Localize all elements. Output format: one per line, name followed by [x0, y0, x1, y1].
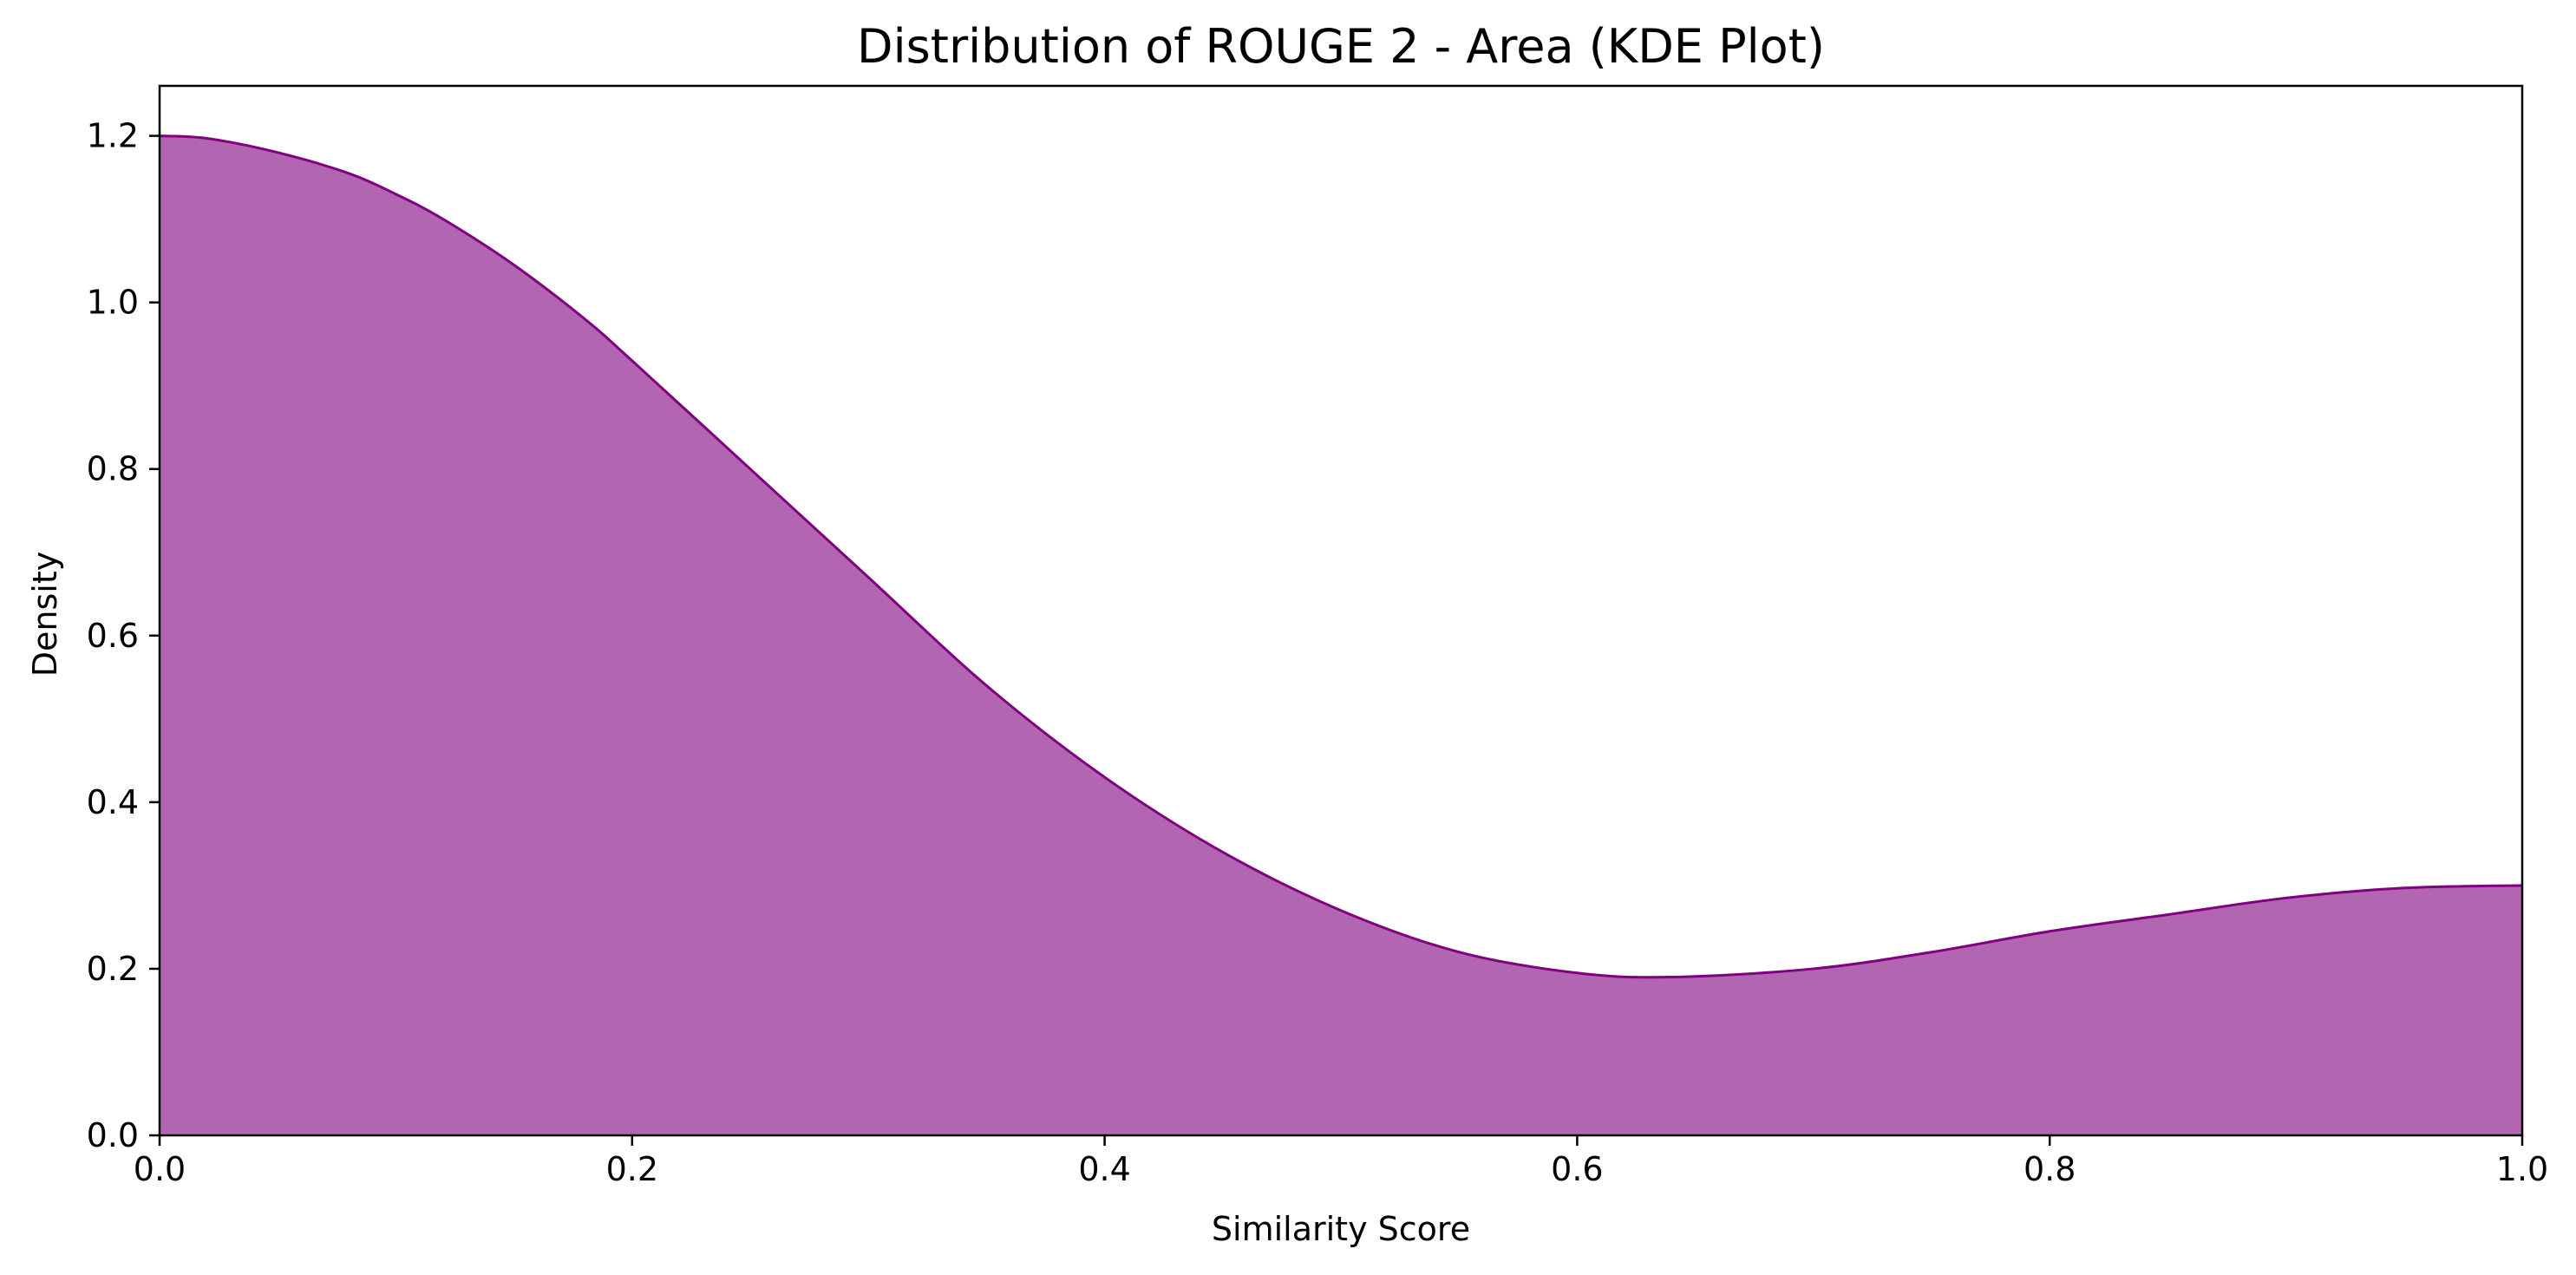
- x-tick-label: 0.6: [1551, 1150, 1603, 1188]
- y-tick-label: 0.8: [87, 450, 139, 488]
- x-tick-label: 0.2: [606, 1150, 658, 1188]
- y-tick-label: 0.0: [87, 1116, 139, 1154]
- x-tick-label: 0.4: [1078, 1150, 1130, 1188]
- plot-area: [159, 134, 2523, 1135]
- y-axis-label: Density: [26, 552, 64, 677]
- y-tick-label: 0.4: [87, 783, 139, 821]
- y-tick-label: 0.6: [87, 617, 139, 655]
- axes: 0.0 0.2 0.4 0.6 0.8 1.0 0.0 0.2 0.4 0.6 0.8 1.0 1.2: [87, 84, 2548, 1188]
- x-tick-label: 1.0: [2496, 1150, 2548, 1188]
- kde-area-fill: [160, 135, 2522, 1135]
- chart-title: Distribution of ROUGE 2 - Area (KDE Plot…: [857, 19, 1825, 74]
- x-tick-label: 0.8: [2024, 1150, 2076, 1188]
- y-tick-label: 1.2: [87, 117, 139, 155]
- kde-density-line: [159, 134, 2523, 979]
- y-tick-label: 0.2: [87, 950, 139, 988]
- x-axis-label: Similarity Score: [1212, 1210, 1470, 1248]
- y-tick-label: 1.0: [87, 284, 139, 322]
- plot-frame: [158, 84, 2524, 1137]
- x-tick-label: 0.0: [134, 1150, 186, 1188]
